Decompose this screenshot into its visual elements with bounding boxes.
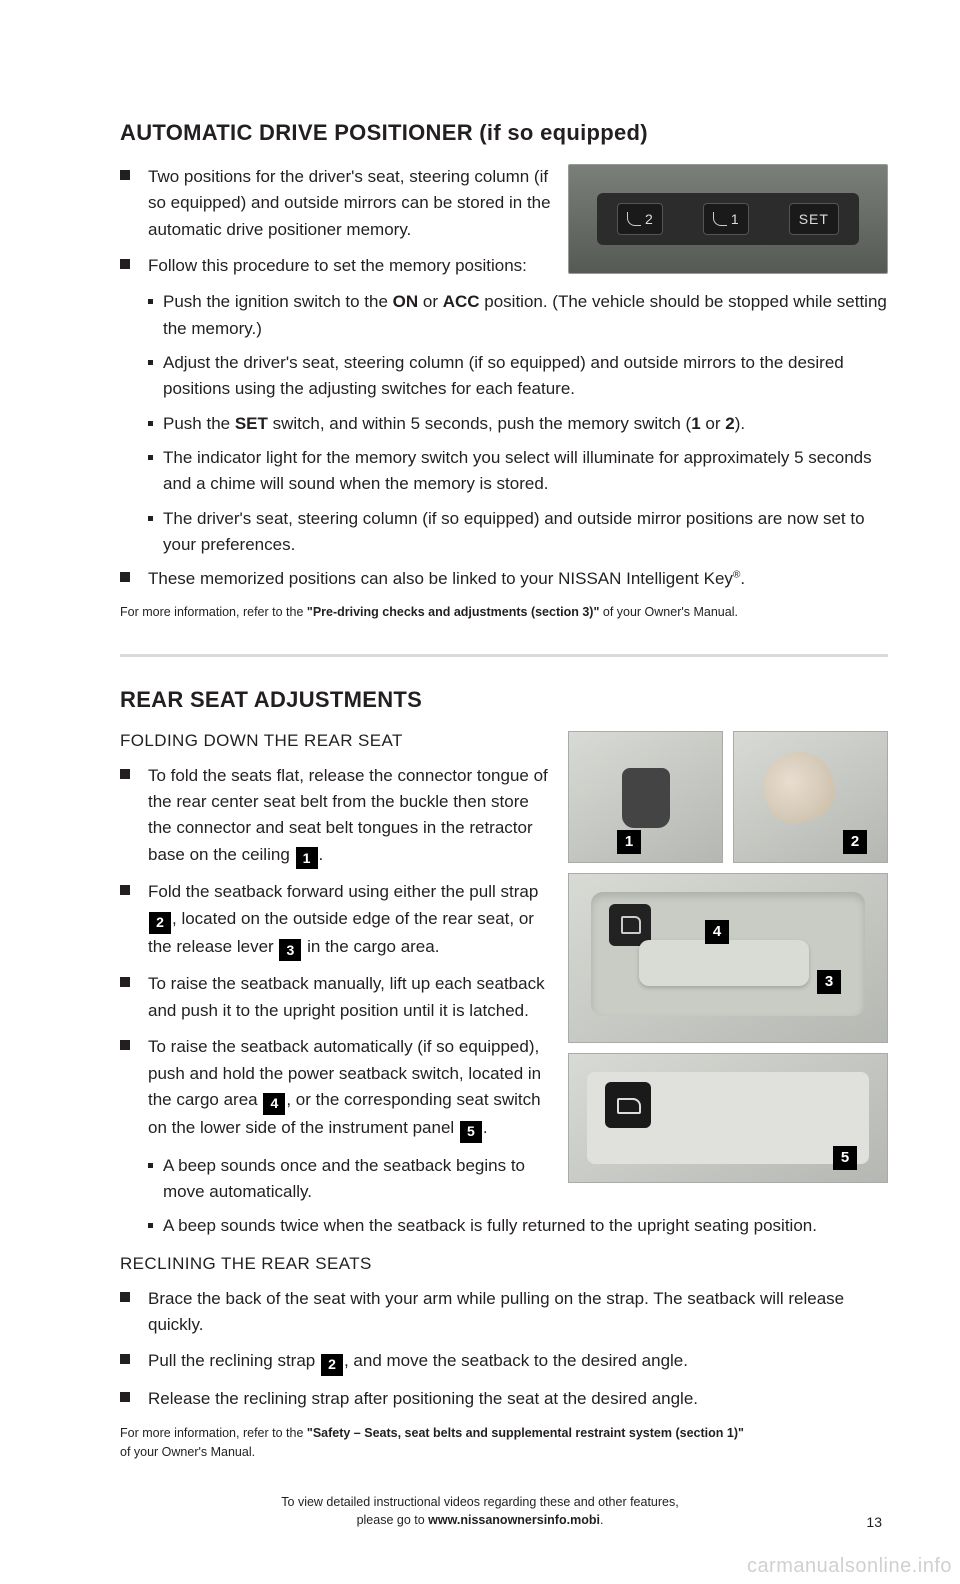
bullet-item: Pull the reclining strap 2, and move the… <box>120 1348 888 1376</box>
dot-bullet-icon <box>148 516 153 521</box>
inline-marker-2: 2 <box>149 912 171 934</box>
watermark: carmanualsonline.info <box>747 1555 952 1578</box>
square-bullet-icon <box>120 1354 130 1364</box>
inline-marker-5: 5 <box>460 1121 482 1143</box>
memory-set-button: SET <box>789 203 839 235</box>
inline-marker-1: 1 <box>296 847 318 869</box>
bullet-item: To fold the seats flat, release the conn… <box>120 763 554 870</box>
bullet-text: Release the reclining strap after positi… <box>148 1386 698 1412</box>
dot-bullet-icon <box>148 360 153 365</box>
bullet-item: These memorized positions can also be li… <box>120 566 888 592</box>
image-power-switch: 5 <box>568 1053 888 1183</box>
sub-bullet-item: A beep sounds twice when the seatback is… <box>148 1213 888 1239</box>
section1-title: AUTOMATIC DRIVE POSITIONER (if so equipp… <box>120 120 888 146</box>
bullet-text: A beep sounds once and the seatback begi… <box>163 1153 554 1206</box>
bullet-text: Fold the seatback forward using either t… <box>148 879 554 961</box>
rear-seat-images: 1 2 4 3 5 <box>568 731 888 1193</box>
sub-bullet-item: Push the ignition switch to the ON or AC… <box>148 289 888 342</box>
bullet-item: Fold the seatback forward using either t… <box>120 879 554 961</box>
dot-bullet-icon <box>148 299 153 304</box>
section-divider <box>120 654 888 657</box>
subheading-reclining: RECLINING THE REAR SEATS <box>120 1254 888 1274</box>
sub-bullet-item: A beep sounds once and the seatback begi… <box>148 1153 554 1206</box>
bullet-item: To raise the seatback automatically (if … <box>120 1034 554 1142</box>
square-bullet-icon <box>120 572 130 582</box>
sub-bullet-item: The driver's seat, steering column (if s… <box>148 506 888 559</box>
marker-1: 1 <box>617 830 641 854</box>
inline-marker-2b: 2 <box>321 1354 343 1376</box>
bullet-text: To raise the seatback manually, lift up … <box>148 971 554 1024</box>
marker-2: 2 <box>843 830 867 854</box>
bullet-item: To raise the seatback manually, lift up … <box>120 971 554 1024</box>
bullet-text: Adjust the driver's seat, steering colum… <box>163 350 888 403</box>
marker-3: 3 <box>817 970 841 994</box>
image-retractor: 1 <box>568 731 723 863</box>
bullet-item: Follow this procedure to set the memory … <box>120 253 556 279</box>
reference-note-2: For more information, refer to the "Safe… <box>120 1424 888 1462</box>
bullet-text: Two positions for the driver's seat, ste… <box>148 164 556 243</box>
sub-bullet-item: The indicator light for the memory switc… <box>148 445 888 498</box>
square-bullet-icon <box>120 259 130 269</box>
memory-switch-image: 2 1 SET <box>568 164 888 274</box>
sub-bullet-item: Push the SET switch, and within 5 second… <box>148 411 888 437</box>
bullet-text: To raise the seatback automatically (if … <box>148 1034 554 1142</box>
square-bullet-icon <box>120 1392 130 1402</box>
sub-bullet-item: Adjust the driver's seat, steering colum… <box>148 350 888 403</box>
marker-4: 4 <box>705 920 729 944</box>
section-rear-seat: REAR SEAT ADJUSTMENTS 1 2 4 3 <box>120 687 888 1462</box>
dot-bullet-icon <box>148 1163 153 1168</box>
section2-title: REAR SEAT ADJUSTMENTS <box>120 687 888 713</box>
dot-bullet-icon <box>148 455 153 460</box>
bullet-text: Pull the reclining strap 2, and move the… <box>148 1348 688 1376</box>
memory-switch-panel: 2 1 SET <box>597 193 859 245</box>
bullet-item: Two positions for the driver's seat, ste… <box>120 164 556 243</box>
square-bullet-icon <box>120 1292 130 1302</box>
bullet-text: A beep sounds twice when the seatback is… <box>163 1213 817 1239</box>
bullet-item: Brace the back of the seat with your arm… <box>120 1286 888 1339</box>
bullet-text: The driver's seat, steering column (if s… <box>163 506 888 559</box>
bullet-text: Follow this procedure to set the memory … <box>148 253 527 279</box>
square-bullet-icon <box>120 1040 130 1050</box>
reference-note: For more information, refer to the "Pre-… <box>120 603 888 622</box>
marker-5: 5 <box>833 1146 857 1170</box>
square-bullet-icon <box>120 885 130 895</box>
bullet-text: Brace the back of the seat with your arm… <box>148 1286 888 1339</box>
section-auto-drive: AUTOMATIC DRIVE POSITIONER (if so equipp… <box>120 120 888 622</box>
footer-note: To view detailed instructional videos re… <box>0 1493 960 1531</box>
square-bullet-icon <box>120 769 130 779</box>
bullet-text: The indicator light for the memory switc… <box>163 445 888 498</box>
inline-marker-3: 3 <box>279 939 301 961</box>
bullet-text: Push the ignition switch to the ON or AC… <box>163 289 888 342</box>
dot-bullet-icon <box>148 1223 153 1228</box>
dot-bullet-icon <box>148 421 153 426</box>
image-pull-strap: 2 <box>733 731 888 863</box>
square-bullet-icon <box>120 977 130 987</box>
memory-1-button: 1 <box>703 203 749 235</box>
page-number: 13 <box>866 1514 882 1530</box>
bullet-item: Release the reclining strap after positi… <box>120 1386 888 1412</box>
bullet-text: To fold the seats flat, release the conn… <box>148 763 554 870</box>
memory-2-button: 2 <box>617 203 663 235</box>
bullet-text: These memorized positions can also be li… <box>148 566 745 592</box>
image-release-lever: 4 3 <box>568 873 888 1043</box>
inline-marker-4: 4 <box>263 1093 285 1115</box>
bullet-text: Push the SET switch, and within 5 second… <box>163 411 745 437</box>
square-bullet-icon <box>120 170 130 180</box>
